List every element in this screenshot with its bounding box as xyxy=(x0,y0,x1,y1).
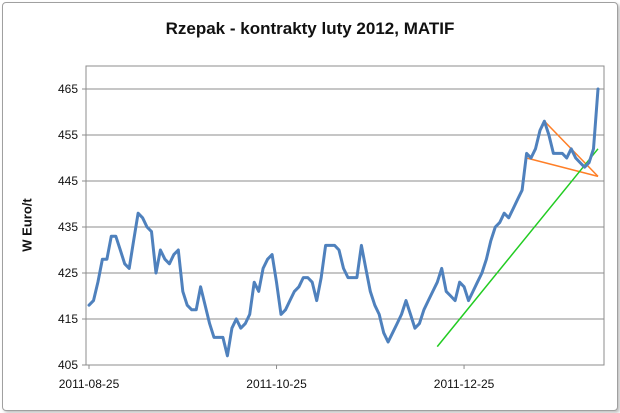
x-tick-label: 2011-12-25 xyxy=(434,377,495,391)
trendline-3 xyxy=(436,148,599,348)
y-tick-label: 445 xyxy=(58,174,78,188)
plot-area xyxy=(85,65,605,366)
y-tick-label: 425 xyxy=(58,266,78,280)
chart-title: Rzepak - kontrakty luty 2012, MATIF xyxy=(165,19,455,38)
trendline-2 xyxy=(526,157,599,178)
y-tick-label: 415 xyxy=(58,312,78,326)
series-line xyxy=(87,87,600,358)
x-tick-label: 2011-10-25 xyxy=(246,377,307,391)
y-tick-label: 465 xyxy=(58,82,78,96)
y-tick-label: 435 xyxy=(58,220,78,234)
y-tick-label: 455 xyxy=(58,128,78,142)
x-tick-label: 2011-08-25 xyxy=(59,377,120,391)
y-tick-label: 405 xyxy=(58,358,78,372)
